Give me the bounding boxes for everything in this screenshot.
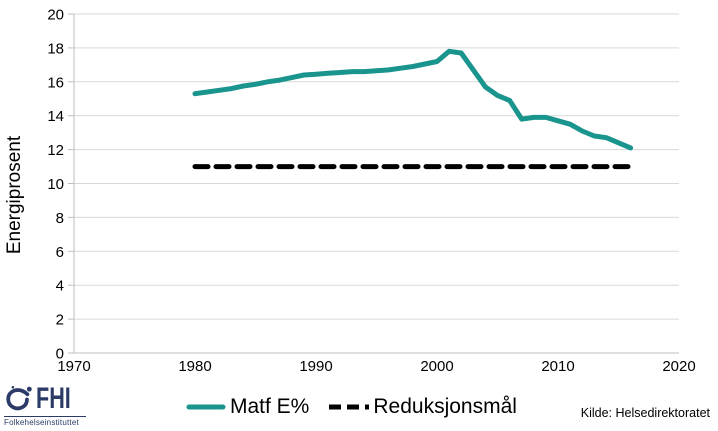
- y-tick-label: 6: [56, 244, 64, 261]
- source-caption: Kilde: Helsedirektoratet: [580, 406, 710, 420]
- y-tick-label: 10: [47, 176, 64, 193]
- legend-label-matf: Matf E%: [230, 395, 310, 418]
- x-tick-label: 2000: [420, 358, 453, 375]
- x-tick-label: 1970: [57, 358, 90, 375]
- fhi-swirl-icon: [6, 385, 32, 411]
- fhi-logo-row: FHI: [4, 384, 88, 414]
- y-tick-label: 18: [47, 40, 64, 57]
- y-tick-label: 16: [47, 74, 64, 91]
- legend-label-reduksjonsmal: Reduksjonsmål: [373, 395, 517, 418]
- y-tick-label: 0: [56, 346, 64, 363]
- y-tick-label: 14: [47, 108, 64, 125]
- legend-item-matf: Matf E%: [186, 395, 309, 419]
- fhi-brand-text: FHI: [36, 382, 71, 415]
- legend: Matf E% Reduksjonsmål: [186, 392, 517, 422]
- y-tick-label: 12: [47, 142, 64, 159]
- y-tick-label: 4: [56, 278, 64, 295]
- y-tick-label: 8: [56, 210, 64, 227]
- legend-swatch-solid-line-icon: [186, 404, 226, 410]
- legend-swatch-dashed-line-icon: [329, 404, 370, 410]
- x-tick-label: 1980: [178, 358, 211, 375]
- y-tick-label: 2: [56, 312, 64, 329]
- x-tick-label: 2020: [662, 358, 695, 375]
- fhi-logo: FHI Folkehelseinstituttet: [4, 384, 88, 427]
- series-line-0: [192, 48, 634, 151]
- y-axis-title: Energiprosent: [4, 135, 25, 254]
- legend-item-reduksjonsmal: Reduksjonsmål: [329, 395, 517, 419]
- fhi-subtext: Folkehelseinstituttet: [4, 418, 79, 427]
- x-tick-label: 2010: [541, 358, 574, 375]
- y-tick-label: 20: [47, 7, 64, 24]
- x-tick-label: 1990: [299, 358, 332, 375]
- fhi-divider: [4, 416, 86, 417]
